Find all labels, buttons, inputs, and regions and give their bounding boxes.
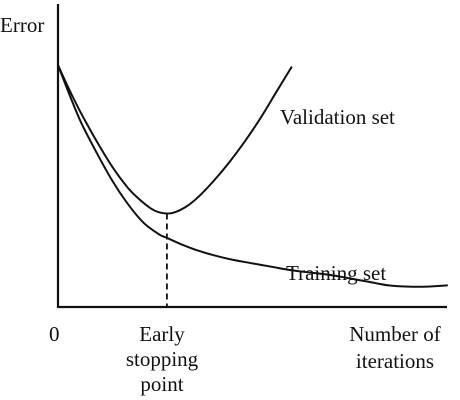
y-axis-label: Error — [0, 13, 44, 37]
x-axis-label-line-1: Number of — [349, 322, 441, 346]
x-axis-label-line-2: iterations — [356, 349, 434, 373]
training-set-line — [57, 64, 448, 288]
validation-set-line — [57, 64, 293, 215]
plot-area — [57, 64, 448, 307]
early-stopping-label-line-1: Early — [139, 322, 185, 346]
series-label-validation-set: Validation set — [280, 105, 395, 129]
early-stopping-label-line-2: stopping — [126, 347, 199, 371]
early-stopping-label-line-3: point — [140, 372, 183, 396]
x-origin-tick-label: 0 — [49, 322, 60, 346]
series-label-training-set: Training set — [286, 261, 386, 285]
